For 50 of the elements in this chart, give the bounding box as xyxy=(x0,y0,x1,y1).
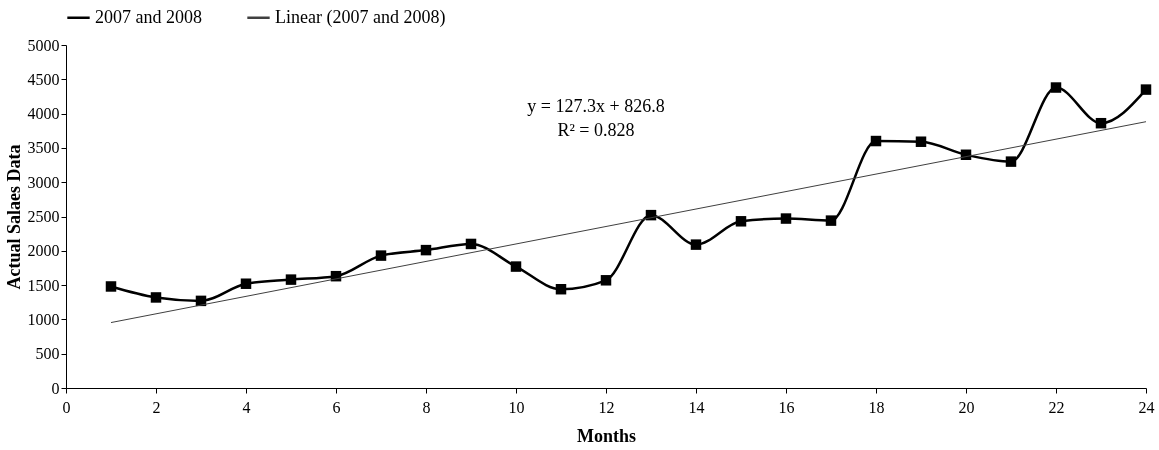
x-tick-label: 6 xyxy=(332,398,341,416)
y-tick-label: 0 xyxy=(51,379,60,397)
y-axis-title: Actual Salaes Data xyxy=(3,144,24,290)
y-tick-label: 4000 xyxy=(27,105,60,123)
point xyxy=(240,278,252,289)
point xyxy=(1140,84,1152,95)
y-tick-label: 2500 xyxy=(27,208,60,225)
y-tick-label: 5000 xyxy=(27,36,60,54)
point xyxy=(420,244,432,256)
point xyxy=(465,238,477,250)
point xyxy=(150,292,162,303)
y-tick-label: 4500 xyxy=(27,70,60,88)
x-tick-label: 8 xyxy=(422,398,431,416)
x-tick-label: 22 xyxy=(1048,398,1065,416)
legend-label: 2007 and 2008 xyxy=(95,6,202,27)
y-tick-label: 500 xyxy=(35,345,60,363)
x-tick-label: 16 xyxy=(778,398,795,416)
point xyxy=(105,281,117,292)
point xyxy=(825,215,837,226)
point xyxy=(375,250,387,261)
x-tick-label: 20 xyxy=(958,398,975,416)
x-tick-label: 12 xyxy=(598,398,615,416)
point xyxy=(285,274,297,285)
x-tick-label: 4 xyxy=(242,398,251,416)
x-tick-label: 0 xyxy=(62,398,71,416)
x-tick-label: 14 xyxy=(688,398,705,416)
point xyxy=(780,213,792,224)
y-tick-label: 1500 xyxy=(27,276,60,294)
point xyxy=(915,136,927,147)
point xyxy=(1095,117,1107,129)
x-tick-label: 10 xyxy=(508,398,525,416)
y-tick-label: 3500 xyxy=(27,139,60,157)
point xyxy=(690,239,702,250)
x-tick-label: 18 xyxy=(868,398,885,416)
point xyxy=(600,275,612,286)
y-tick-label: 3000 xyxy=(27,173,60,191)
annotation: y = 127.3x + 826.8 xyxy=(527,96,665,116)
legend-label: Linear (2007 and 2008) xyxy=(275,6,446,28)
x-tick-label: 24 xyxy=(1138,398,1155,416)
point xyxy=(870,135,882,147)
point xyxy=(1050,82,1062,93)
y-tick-label: 1000 xyxy=(27,310,60,328)
point xyxy=(1005,156,1017,167)
point xyxy=(735,216,747,227)
point xyxy=(510,261,522,272)
y-tick-label: 2000 xyxy=(27,242,60,260)
annotation: R² = 0.828 xyxy=(557,120,635,140)
x-tick-label: 2 xyxy=(152,398,161,416)
point xyxy=(555,283,567,295)
x-axis-title: Months xyxy=(576,425,637,446)
